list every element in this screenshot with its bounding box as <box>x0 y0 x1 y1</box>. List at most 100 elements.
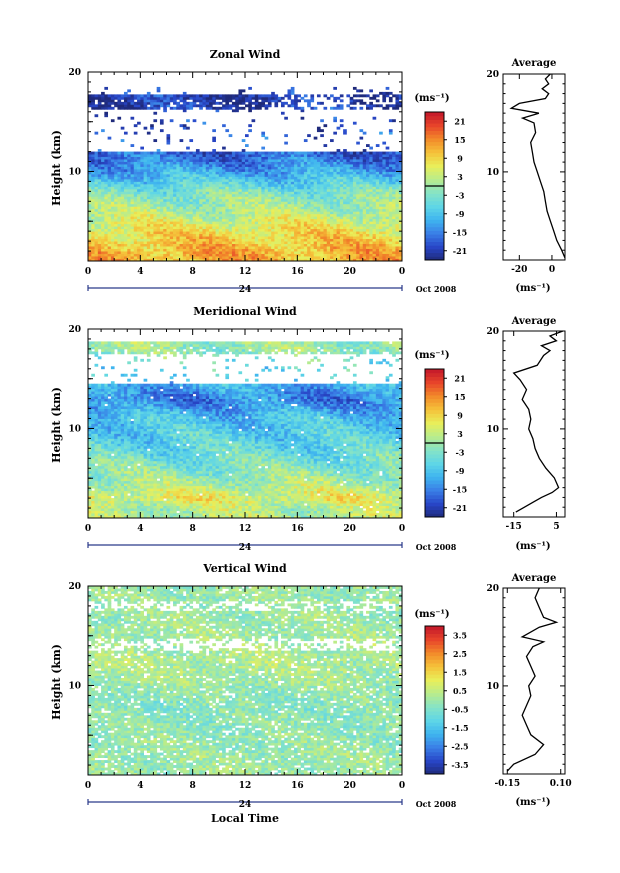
heatmap-cell <box>389 256 393 259</box>
heatmap-cell <box>376 189 380 192</box>
heatmap-cell <box>245 231 249 234</box>
heatmap-cell <box>222 124 226 127</box>
heatmap-cell <box>288 176 292 179</box>
heatmap-cell <box>209 164 213 167</box>
heatmap-cell <box>157 194 161 197</box>
heatmap-cell <box>108 181 112 184</box>
heatmap-cell <box>327 191 331 194</box>
heatmap-cell <box>291 229 295 232</box>
heatmap-cell <box>320 194 324 197</box>
heatmap-cell <box>353 189 357 192</box>
heatmap-cell <box>389 97 393 100</box>
heatmap-cell <box>183 164 187 167</box>
heatmap-cell <box>222 226 226 229</box>
heatmap-cell <box>196 246 200 249</box>
heatmap-cell <box>167 169 171 172</box>
heatmap-cell <box>189 186 193 189</box>
heatmap-cell <box>170 164 174 167</box>
heatmap-cell <box>104 164 108 167</box>
heatmap-cell <box>212 159 216 162</box>
heatmap-cell <box>235 171 239 174</box>
heatmap-cell <box>150 107 154 110</box>
heatmap-cell <box>183 234 187 237</box>
heatmap-cell <box>395 191 399 194</box>
heatmap-cell <box>180 231 184 234</box>
heatmap-cell <box>330 164 334 167</box>
heatmap-cell <box>252 154 256 157</box>
heatmap-cell <box>369 171 373 174</box>
heatmap-cell <box>278 169 282 172</box>
heatmap-cell <box>382 174 386 177</box>
heatmap-cell <box>206 99 210 102</box>
heatmap-cell <box>101 216 105 219</box>
heatmap-cell <box>225 221 229 224</box>
heatmap-cell <box>196 201 200 204</box>
heatmap-cell <box>382 92 386 95</box>
heatmap-cell <box>196 249 200 252</box>
heatmap-cell <box>153 159 157 162</box>
heatmap-cell <box>163 176 167 179</box>
heatmap-cell <box>356 199 360 202</box>
heatmap-cell <box>186 127 190 130</box>
heatmap-cell <box>147 211 151 214</box>
heatmap-cell <box>356 244 360 247</box>
heatmap-cell <box>288 92 292 95</box>
heatmap-cell <box>153 249 157 252</box>
heatmap-cell <box>284 191 288 194</box>
heatmap-cell <box>327 184 331 187</box>
heatmap-cell <box>131 204 135 207</box>
heatmap-cell <box>314 244 318 247</box>
heatmap-cell <box>225 226 229 229</box>
heatmap-cell <box>137 94 141 97</box>
heatmap-cell <box>340 99 344 102</box>
heatmap-cell <box>101 184 105 187</box>
heatmap-cell <box>284 219 288 222</box>
heatmap-cell <box>98 224 102 227</box>
heatmap-cell <box>330 216 334 219</box>
heatmap-cell <box>353 214 357 217</box>
heatmap-cell <box>173 256 177 259</box>
heatmap-cell <box>271 162 275 165</box>
heatmap-cell <box>101 159 105 162</box>
heatmap-cell <box>189 231 193 234</box>
heatmap-cell <box>229 234 233 237</box>
heatmap-cell <box>157 162 161 165</box>
heatmap-cell <box>297 191 301 194</box>
heatmap-cell <box>343 251 347 254</box>
heatmap-cell <box>369 254 373 257</box>
heatmap-cell <box>337 97 341 100</box>
heatmap-cell <box>248 124 252 127</box>
heatmap-cell <box>288 89 292 92</box>
heatmap-cell <box>356 209 360 212</box>
heatmap-cell <box>117 152 121 155</box>
heatmap-cell <box>343 219 347 222</box>
heatmap-cell <box>225 196 229 199</box>
heatmap-cell <box>225 204 229 207</box>
heatmap-cell <box>379 167 383 170</box>
heatmap-cell <box>137 224 141 227</box>
heatmap-cell <box>101 171 105 174</box>
heatmap-cell <box>238 219 242 222</box>
heatmap-cell <box>389 104 393 107</box>
heatmap-cell <box>111 211 115 214</box>
heatmap-cell <box>193 229 197 232</box>
heatmap-cell <box>369 147 373 150</box>
heatmap-cell <box>108 209 112 212</box>
heatmap-cell <box>291 226 295 229</box>
heatmap-cell <box>147 181 151 184</box>
heatmap-cell <box>350 224 354 227</box>
heatmap-cell <box>131 231 135 234</box>
heatmap-cell <box>307 254 311 257</box>
heatmap-cell <box>294 229 298 232</box>
heatmap-cell <box>134 176 138 179</box>
heatmap-cell <box>330 94 334 97</box>
heatmap-cell <box>327 204 331 207</box>
heatmap-cell <box>189 159 193 162</box>
heatmap-cell <box>114 249 118 252</box>
heatmap-cell <box>337 224 341 227</box>
heatmap-cell <box>376 229 380 232</box>
heatmap-cell <box>333 254 337 257</box>
heatmap-cell <box>255 234 259 237</box>
heatmap-cell <box>232 159 236 162</box>
heatmap-cell <box>350 171 354 174</box>
